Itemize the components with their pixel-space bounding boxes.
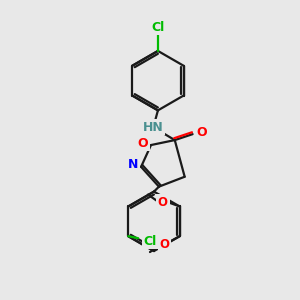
Text: O: O bbox=[138, 136, 148, 150]
Text: O: O bbox=[196, 126, 207, 139]
Text: Cl: Cl bbox=[143, 235, 157, 248]
Text: O: O bbox=[158, 196, 168, 209]
Text: N: N bbox=[128, 158, 138, 171]
Text: Cl: Cl bbox=[151, 21, 165, 34]
Text: O: O bbox=[160, 238, 170, 250]
Text: HN: HN bbox=[142, 121, 163, 134]
